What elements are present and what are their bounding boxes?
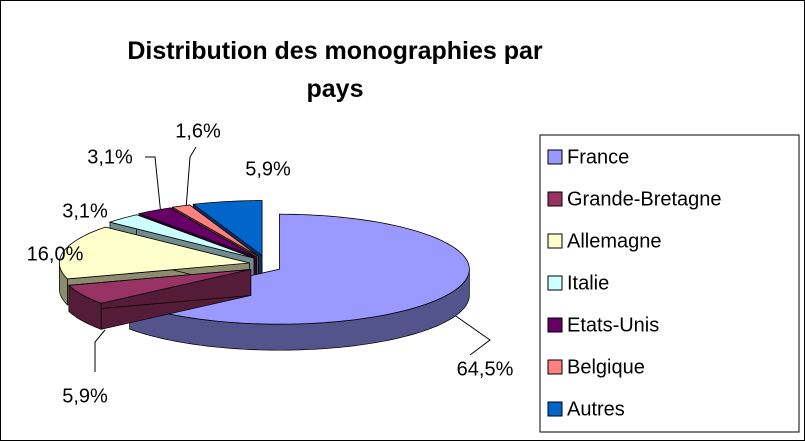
legend-box — [539, 134, 800, 433]
legend-swatch — [547, 233, 563, 249]
legend-label: Grande-Bretagne — [567, 188, 722, 210]
legend-label: Autres — [567, 398, 625, 420]
slice — [108, 214, 255, 259]
legend-swatch — [547, 401, 563, 417]
slice — [171, 204, 259, 257]
slice — [137, 207, 257, 258]
legend-label: France — [567, 146, 629, 168]
legend-label: Allemagne — [567, 230, 662, 252]
leader-line — [184, 146, 197, 223]
data-label: 3,1% — [87, 146, 133, 168]
slice — [67, 269, 251, 304]
legend-swatch — [547, 191, 563, 207]
leader-line — [94, 329, 106, 372]
legend-label: Belgique — [567, 356, 645, 378]
data-label: 1,6% — [175, 120, 221, 142]
legend-swatch — [547, 317, 563, 333]
data-label: 5,9% — [62, 385, 108, 407]
legend-swatch — [547, 275, 563, 291]
legend-swatch — [547, 359, 563, 375]
chart-title: Distribution des monographies par pays — [127, 37, 543, 103]
legend-label: Italie — [567, 272, 609, 294]
legend-swatch — [547, 149, 563, 165]
leader-lines — [94, 146, 491, 372]
data-label: 16,0% — [27, 243, 84, 265]
data-label: 64,5% — [457, 358, 514, 380]
data-label: 3,1% — [62, 200, 108, 222]
legend-label: Etats-Unis — [567, 314, 659, 336]
slice — [192, 200, 263, 257]
slice — [58, 226, 250, 280]
leader-line — [145, 156, 163, 226]
data-label: 5,9% — [245, 158, 291, 180]
leader-line — [439, 304, 491, 356]
